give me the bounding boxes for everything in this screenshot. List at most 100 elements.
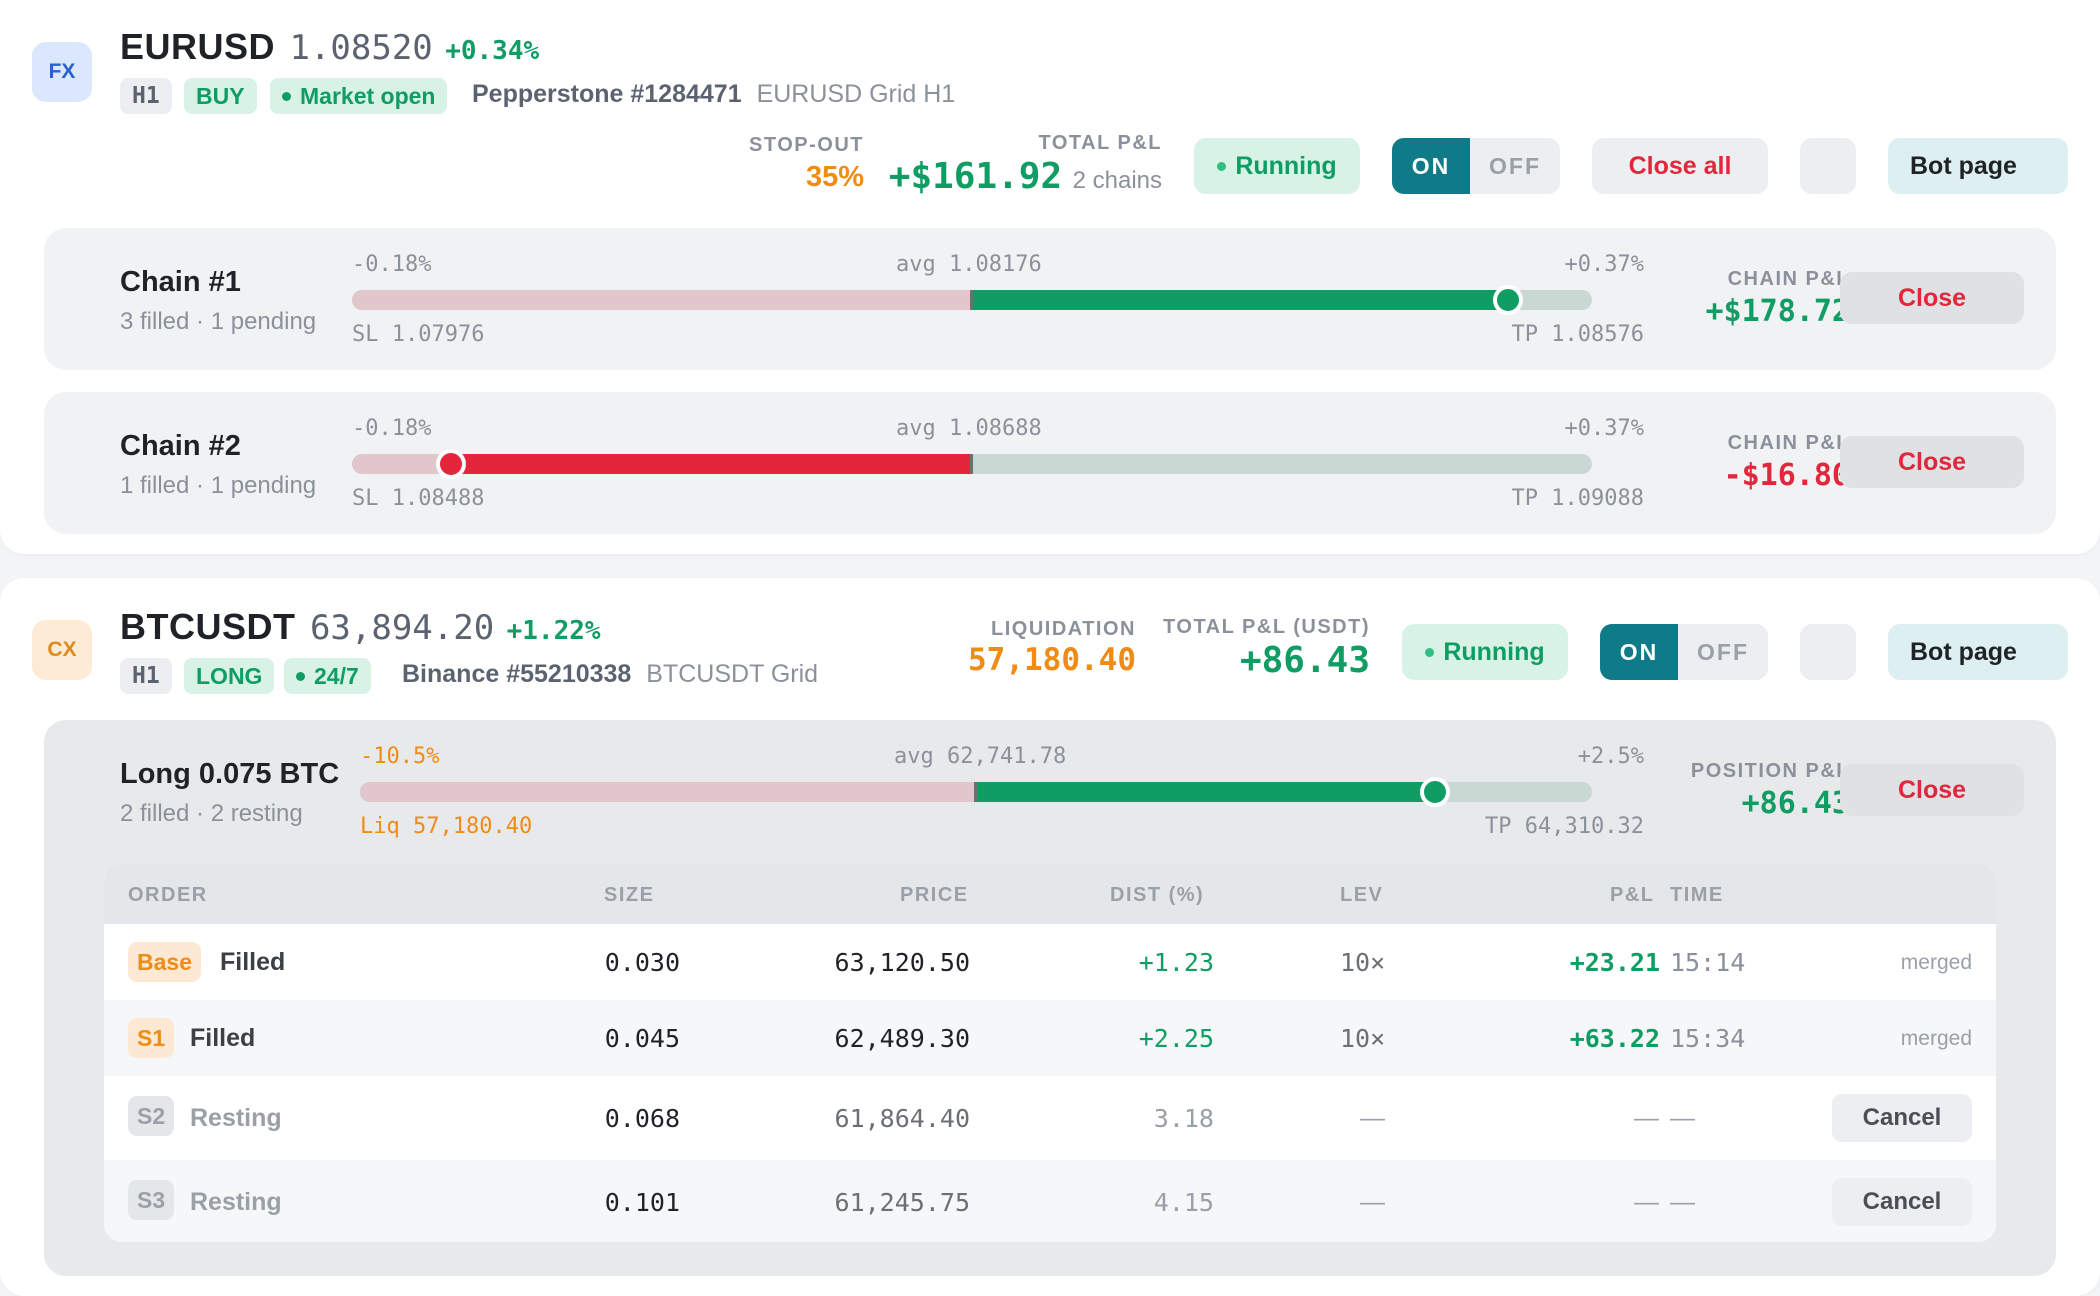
cancel-order-button[interactable]: Cancel: [1832, 1178, 1972, 1226]
table-row: Base Filled 0.030 63,120.50 +1.23 10× +2…: [104, 924, 1996, 1000]
price-marker: [436, 449, 467, 479]
loss-zone: [352, 290, 972, 310]
symbol: BTCUSDT: [120, 606, 296, 647]
order-price: 62,489.30: [834, 1024, 970, 1053]
stopout-label: STOP-OUT: [749, 134, 864, 156]
total-pnl-label: TOTAL P&L (USDT): [1163, 616, 1370, 638]
liquidation-value: 57,180.40: [968, 642, 1136, 678]
cancel-order-button[interactable]: Cancel: [1832, 1094, 1972, 1142]
on-off-toggle[interactable]: ON OFF: [1392, 138, 1560, 194]
col-time: TIME: [1670, 884, 1724, 906]
col-size: SIZE: [604, 884, 655, 906]
running-dot-icon: [1425, 647, 1435, 657]
tp-percent: +2.5%: [1577, 744, 1644, 769]
running-label: Running: [1443, 637, 1545, 666]
stopout-value: 35%: [805, 161, 864, 193]
timeframe-tag: H1: [120, 78, 172, 114]
col-price: PRICE: [900, 884, 969, 906]
order-lev: —: [1360, 1104, 1385, 1132]
running-label: Running: [1235, 151, 1337, 180]
account-label: Binance #55210338: [402, 660, 632, 688]
bot-name: EURUSD Grid H1: [756, 80, 956, 108]
liq-price: Liq 57,180.40: [360, 814, 533, 839]
order-status: Filled: [190, 1024, 256, 1052]
toggle-off[interactable]: OFF: [1489, 152, 1541, 179]
chain-title: Chain #1: [120, 266, 241, 298]
order-pnl: —: [1634, 1188, 1659, 1216]
progress-track: [352, 285, 1592, 315]
order-badge: S3: [128, 1180, 175, 1220]
pnl-fill: [972, 290, 1509, 310]
col-pnl: P&L: [1610, 884, 1655, 906]
toggle-off[interactable]: OFF: [1697, 638, 1749, 665]
order-price: 61,864.40: [834, 1104, 970, 1133]
order-price: 63,120.50: [834, 948, 970, 977]
progress-track: [352, 449, 1592, 479]
chain-subtitle: 3 filled · 1 pending: [120, 308, 317, 335]
avg-marker: [974, 782, 977, 802]
order-time: —: [1670, 1104, 1695, 1132]
liq-percent: -10.5%: [360, 744, 440, 769]
loss-zone: [360, 782, 976, 802]
tp-percent: +0.37%: [1564, 416, 1644, 441]
status-dot-icon: [296, 671, 305, 681]
order-dist: 4.15: [1153, 1188, 1214, 1217]
order-pnl: +23.21: [1569, 948, 1660, 977]
avg-price: avg 1.08176: [896, 252, 1042, 277]
chain-pnl-value: +$178.72: [1705, 294, 1851, 329]
position-panel: Long 0.075 BTC 2 filled · 2 resting -10.…: [44, 720, 2056, 1276]
order-size: 0.068: [604, 1104, 680, 1133]
progress-track: [360, 777, 1592, 807]
bot-card-btcusdt: CX BTCUSDT 63,894.20 +1.22% H1 LONG 24/7…: [0, 578, 2100, 1296]
order-pnl: —: [1634, 1104, 1659, 1132]
chain-pnl-label: CHAIN P&L: [1727, 268, 1850, 290]
avg-price: avg 62,741.78: [894, 744, 1067, 769]
chain-pnl-label: CHAIN P&L: [1727, 432, 1850, 454]
close-chain-button[interactable]: Close: [1840, 436, 2024, 488]
market-status-label: Market open: [300, 82, 436, 109]
order-size: 0.030: [604, 948, 680, 977]
close-position-button[interactable]: Close: [1840, 764, 2024, 816]
close-chain-button[interactable]: Close: [1840, 272, 2024, 324]
timeframe-tag: H1: [120, 658, 172, 694]
sl-price: SL 1.07976: [352, 322, 485, 347]
more-button[interactable]: [1800, 624, 1856, 680]
cx-icon: CX: [32, 620, 92, 680]
total-pnl-value: +$161.92: [888, 156, 1063, 197]
col-lev: LEV: [1340, 884, 1384, 906]
on-off-toggle[interactable]: ON OFF: [1600, 624, 1768, 680]
col-order: ORDER: [128, 884, 208, 906]
table-header: ORDER SIZE PRICE DIST (%) LEV P&L TIME: [104, 864, 1996, 924]
status-dot-icon: [282, 91, 291, 101]
order-pnl: +63.22: [1569, 1024, 1660, 1053]
close-all-button[interactable]: Close all: [1592, 138, 1768, 194]
order-lev: —: [1360, 1188, 1385, 1216]
order-size: 0.101: [604, 1188, 680, 1217]
order-status: Resting: [190, 1104, 282, 1132]
order-status: Filled: [220, 948, 286, 976]
sl-percent: -0.18%: [352, 416, 432, 441]
more-button[interactable]: [1800, 138, 1856, 194]
order-lev: 10×: [1340, 948, 1386, 977]
col-dist: DIST (%): [1110, 884, 1205, 906]
price-change: +1.22%: [506, 616, 601, 646]
price-marker: [1493, 285, 1524, 315]
price-marker: [1419, 777, 1450, 807]
price-change: +0.34%: [445, 36, 540, 66]
tp-price: TP 1.09088: [1511, 486, 1644, 511]
order-size: 0.045: [604, 1024, 680, 1053]
pnl-fill: [976, 782, 1435, 802]
order-dist: +1.23: [1138, 948, 1214, 977]
toggle-on[interactable]: ON: [1600, 624, 1678, 680]
order-status: Resting: [190, 1188, 282, 1216]
bot-page-button[interactable]: Bot page: [1888, 624, 2068, 680]
fx-icon: FX: [32, 42, 92, 102]
bot-name: BTCUSDT Grid: [646, 660, 819, 688]
toggle-on[interactable]: ON: [1392, 138, 1470, 194]
order-badge: Base: [128, 942, 201, 982]
bot-card-eurusd: FX EURUSD 1.08520 +0.34% H1 BUY Market o…: [0, 0, 2100, 554]
position-title: Long 0.075 BTC: [120, 758, 340, 790]
bot-page-button[interactable]: Bot page: [1888, 138, 2068, 194]
chain-pnl-value: -$16.80: [1723, 458, 1850, 493]
table-row: S2 Resting 0.068 61,864.40 3.18 — — — Ca…: [104, 1076, 1996, 1160]
